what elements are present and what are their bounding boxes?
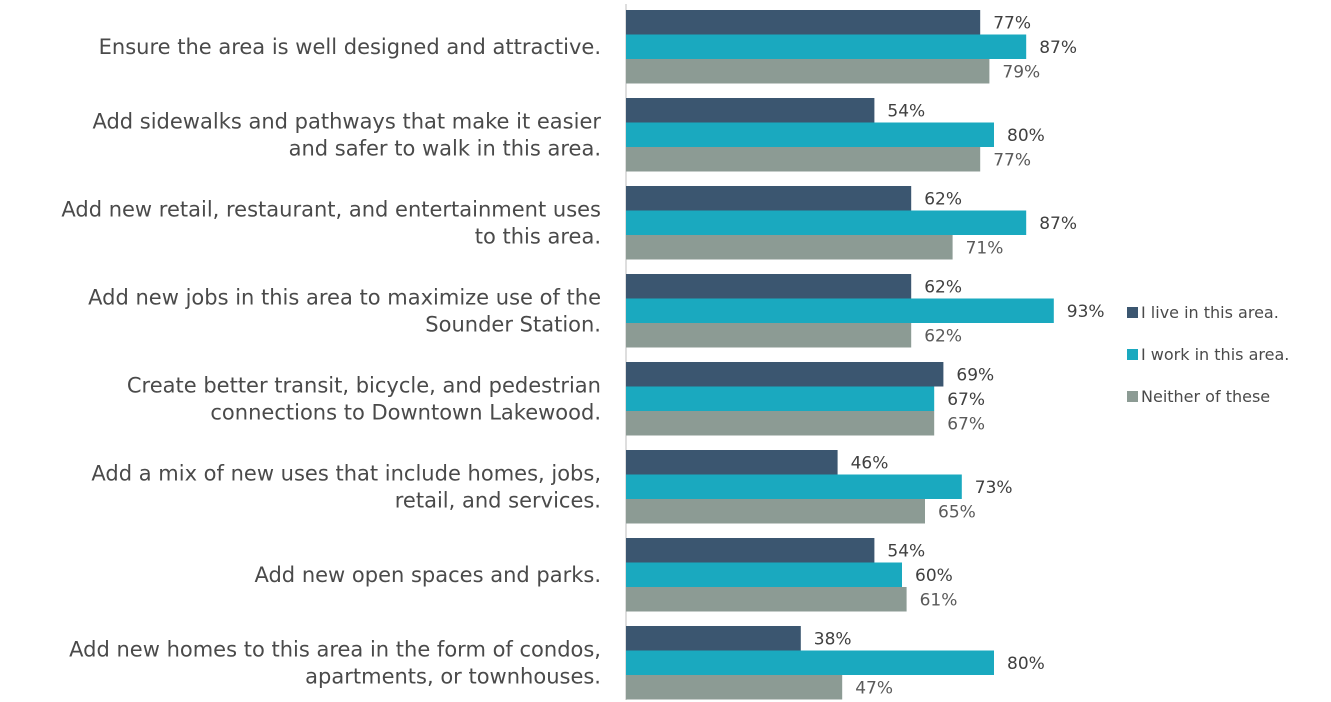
legend-label: I live in this area. [1141, 303, 1279, 322]
bar [626, 386, 935, 411]
legend-swatch [1127, 349, 1138, 360]
data-label: 62% [924, 189, 962, 209]
data-label: 77% [993, 13, 1031, 33]
bar [626, 675, 843, 700]
data-label: 62% [924, 277, 962, 297]
category-label-line: Add a mix of new uses that include homes… [91, 461, 601, 485]
category-label-line: Add new open spaces and parks. [254, 563, 601, 587]
bar [626, 147, 981, 172]
legend: I live in this area. I work in this area.… [1127, 303, 1289, 406]
data-label: 80% [1007, 654, 1045, 674]
legend-label: Neither of these [1141, 387, 1270, 406]
category-label-line: apartments, or townhouses. [305, 664, 601, 688]
bar [626, 562, 902, 587]
bar [626, 122, 994, 147]
data-label: 60% [915, 566, 953, 586]
bar [626, 274, 912, 299]
category-label-line: and safer to walk in this area. [289, 136, 601, 160]
bar [626, 98, 875, 123]
category-label-line: Add new retail, restaurant, and entertai… [61, 197, 601, 221]
bar [626, 362, 944, 387]
bar [626, 298, 1054, 323]
data-label: 61% [920, 590, 958, 610]
category-label: Ensure the area is well designed and att… [99, 35, 601, 59]
bar [626, 186, 912, 211]
data-label: 79% [1002, 62, 1040, 82]
category-label-line: to this area. [475, 224, 601, 248]
data-label: 54% [887, 101, 925, 121]
bar [626, 411, 935, 436]
category-label-line: connections to Downtown Lakewood. [210, 400, 601, 424]
data-label: 69% [956, 365, 994, 385]
legend-swatch [1127, 391, 1138, 402]
category-label-line: Ensure the area is well designed and att… [99, 35, 601, 59]
bar [626, 499, 925, 524]
legend-swatch [1127, 307, 1138, 318]
bar [626, 34, 1027, 59]
category-label: Create better transit, bicycle, and pede… [127, 373, 601, 424]
data-label: 46% [851, 453, 889, 473]
data-label: 67% [947, 414, 985, 434]
data-label: 38% [814, 629, 852, 649]
bar [626, 474, 962, 499]
category-label-line: Create better transit, bicycle, and pede… [127, 373, 601, 397]
bar [626, 650, 994, 675]
bar [626, 323, 912, 348]
bar [626, 235, 953, 260]
category-label-line: Sounder Station. [425, 312, 601, 336]
data-label: 62% [924, 326, 962, 346]
data-label: 87% [1039, 214, 1077, 234]
category-label: Add new retail, restaurant, and entertai… [61, 197, 601, 248]
data-label: 71% [966, 238, 1004, 258]
data-label: 65% [938, 502, 976, 522]
legend-label: I work in this area. [1141, 345, 1289, 364]
category-label: Add sidewalks and pathways that make it … [92, 109, 601, 160]
data-label: 77% [993, 150, 1031, 170]
category-label-line: Add sidewalks and pathways that make it … [92, 109, 601, 133]
bar [626, 10, 981, 35]
category-label: Add new homes to this area in the form o… [69, 637, 601, 688]
data-label: 80% [1007, 126, 1045, 146]
data-label: 73% [975, 478, 1013, 498]
bar [626, 587, 907, 612]
category-label-line: retail, and services. [395, 488, 601, 512]
bar [626, 210, 1027, 235]
data-label: 87% [1039, 38, 1077, 58]
bar [626, 450, 838, 475]
data-label: 54% [887, 541, 925, 561]
category-label-line: Add new jobs in this area to maximize us… [88, 285, 601, 309]
bar [626, 538, 875, 563]
bar [626, 626, 801, 651]
category-label: Add new jobs in this area to maximize us… [88, 285, 601, 336]
data-label: 47% [855, 678, 893, 698]
category-label: Add a mix of new uses that include homes… [91, 461, 601, 512]
bar [626, 59, 990, 84]
data-label: 67% [947, 390, 985, 410]
category-label-line: Add new homes to this area in the form o… [69, 637, 601, 661]
category-label: Add new open spaces and parks. [254, 563, 601, 587]
data-label: 93% [1067, 302, 1105, 322]
